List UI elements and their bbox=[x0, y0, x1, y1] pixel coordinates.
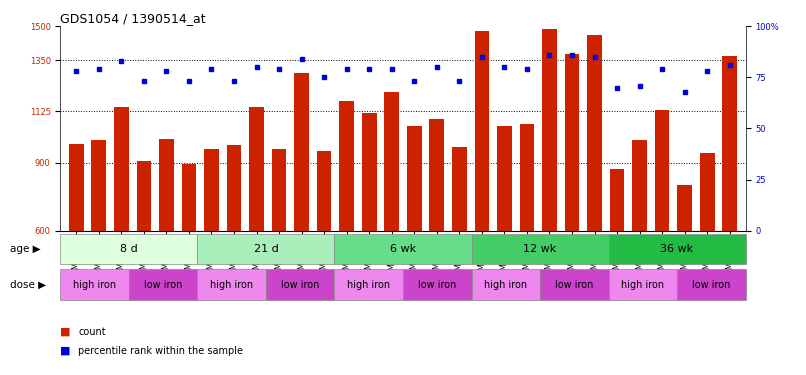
Text: low iron: low iron bbox=[555, 280, 593, 290]
Bar bbox=[700, 153, 715, 231]
Bar bbox=[181, 164, 196, 231]
Bar bbox=[632, 140, 647, 231]
Bar bbox=[249, 107, 264, 231]
Text: high iron: high iron bbox=[210, 280, 253, 290]
Bar bbox=[430, 119, 444, 231]
Bar bbox=[609, 269, 677, 300]
Bar bbox=[452, 147, 467, 231]
Bar bbox=[565, 54, 580, 231]
Bar bbox=[266, 269, 334, 300]
Bar bbox=[272, 149, 286, 231]
Bar bbox=[475, 31, 489, 231]
Bar bbox=[472, 269, 540, 300]
Text: percentile rank within the sample: percentile rank within the sample bbox=[78, 346, 243, 355]
Bar bbox=[677, 185, 692, 231]
Bar bbox=[472, 234, 609, 264]
Text: high iron: high iron bbox=[621, 280, 664, 290]
Text: 21 d: 21 d bbox=[254, 244, 278, 254]
Bar bbox=[654, 110, 670, 231]
Bar bbox=[339, 101, 354, 231]
Text: low iron: low iron bbox=[281, 280, 319, 290]
Bar bbox=[722, 56, 737, 231]
Bar bbox=[114, 107, 129, 231]
Text: ■: ■ bbox=[60, 327, 71, 337]
Text: GDS1054 / 1390514_at: GDS1054 / 1390514_at bbox=[60, 12, 206, 25]
Text: 6 wk: 6 wk bbox=[390, 244, 416, 254]
Text: ■: ■ bbox=[60, 346, 71, 355]
Bar bbox=[294, 73, 309, 231]
Text: 36 wk: 36 wk bbox=[660, 244, 694, 254]
Text: high iron: high iron bbox=[347, 280, 390, 290]
Bar bbox=[91, 140, 106, 231]
Bar bbox=[403, 269, 472, 300]
Text: dose ▶: dose ▶ bbox=[10, 280, 47, 290]
Text: high iron: high iron bbox=[73, 280, 116, 290]
Bar bbox=[334, 234, 472, 264]
Text: count: count bbox=[78, 327, 106, 337]
Bar bbox=[407, 126, 422, 231]
Bar bbox=[136, 161, 152, 231]
Text: low iron: low iron bbox=[418, 280, 456, 290]
Bar bbox=[60, 269, 129, 300]
Bar bbox=[588, 35, 602, 231]
Text: low iron: low iron bbox=[692, 280, 730, 290]
Bar bbox=[334, 269, 403, 300]
Bar bbox=[197, 234, 334, 264]
Bar bbox=[362, 112, 376, 231]
Bar bbox=[497, 126, 512, 231]
Text: 12 wk: 12 wk bbox=[523, 244, 557, 254]
Text: age ▶: age ▶ bbox=[10, 244, 41, 254]
Bar bbox=[317, 151, 331, 231]
Bar bbox=[226, 146, 241, 231]
Bar bbox=[542, 28, 557, 231]
Bar bbox=[197, 269, 266, 300]
Bar bbox=[520, 124, 534, 231]
Text: 8 d: 8 d bbox=[120, 244, 138, 254]
Text: high iron: high iron bbox=[484, 280, 527, 290]
Bar bbox=[60, 234, 197, 264]
Bar bbox=[129, 269, 197, 300]
Bar bbox=[610, 170, 625, 231]
Bar bbox=[159, 139, 174, 231]
Bar bbox=[609, 234, 746, 264]
Bar bbox=[677, 269, 746, 300]
Text: low iron: low iron bbox=[144, 280, 182, 290]
Bar bbox=[69, 144, 84, 231]
Bar bbox=[204, 149, 218, 231]
Bar bbox=[384, 92, 399, 231]
Bar bbox=[540, 269, 609, 300]
